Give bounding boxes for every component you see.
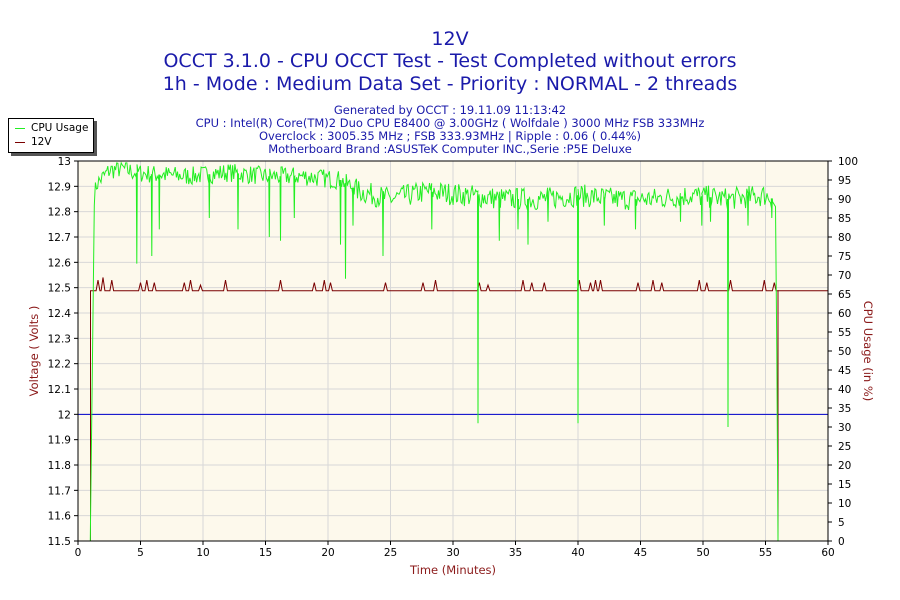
y-left-tick-label: 12.7 — [48, 232, 71, 244]
legend-swatch-12v — [15, 141, 25, 143]
chart-subtitle-mode: 1h - Mode : Medium Data Set - Priority :… — [162, 73, 738, 95]
series-line-12v — [90, 277, 779, 541]
y-right-tick-label: 15 — [838, 479, 851, 491]
x-tick-label: 35 — [509, 547, 522, 559]
info-motherboard: Motherboard Brand :ASUSTeK Computer INC.… — [268, 142, 632, 156]
y-right-tick-label: 65 — [838, 289, 851, 301]
y-right-tick-label: 90 — [838, 194, 851, 206]
x-axis-label: Time (Minutes) — [409, 563, 496, 577]
x-tick-label: 10 — [196, 547, 209, 559]
x-tick-label: 0 — [75, 547, 82, 559]
y-right-tick-label: 45 — [838, 365, 851, 377]
y-right-tick-label: 80 — [838, 232, 851, 244]
series-line-cpu-usage — [89, 161, 779, 542]
y-left-tick-label: 11.5 — [48, 536, 71, 548]
y-right-tick-label: 20 — [838, 460, 851, 472]
y-left-tick-label: 12.4 — [48, 308, 72, 320]
legend-item-12v: 12V — [15, 136, 52, 148]
x-tick-label: 45 — [634, 547, 647, 559]
x-tick-label: 15 — [259, 547, 272, 559]
legend-swatch-cpu — [15, 127, 25, 129]
y-left-tick-label: 11.8 — [48, 460, 71, 472]
legend-item-cpu-usage: CPU Usage — [15, 122, 88, 134]
y-left-axis-label: Voltage ( Volts ) — [27, 306, 41, 397]
info-overclock: Overclock : 3005.35 MHz ; FSB 333.93MHz … — [258, 129, 642, 143]
x-tick-label: 5 — [137, 547, 144, 559]
y-right-tick-label: 95 — [838, 175, 851, 187]
y-right-tick-label: 75 — [838, 251, 851, 263]
y-left-tick-label: 13 — [58, 156, 71, 168]
y-right-tick-label: 55 — [838, 327, 851, 339]
y-right-tick-label: 60 — [838, 308, 851, 320]
chart-legend: CPU Usage 12V — [8, 118, 94, 153]
info-generated: Generated by OCCT : 19.11.09 11:13:42 — [333, 103, 567, 117]
y-right-axis-label: CPU Usage (in %) — [861, 301, 875, 402]
y-right-tick-label: 0 — [838, 536, 845, 548]
y-right-tick-label: 50 — [838, 346, 851, 358]
y-right-tick-label: 25 — [838, 441, 851, 453]
y-right-tick-label: 70 — [838, 270, 851, 282]
y-right-tick-label: 100 — [838, 156, 858, 168]
y-right-tick-label: 35 — [838, 403, 851, 415]
y-right-tick-label: 30 — [838, 422, 851, 434]
y-left-tick-label: 11.7 — [48, 485, 71, 497]
x-tick-label: 30 — [446, 547, 459, 559]
x-tick-label: 50 — [696, 547, 709, 559]
y-right-tick-label: 85 — [838, 213, 851, 225]
chart-title: 12V — [431, 28, 469, 50]
y-left-tick-label: 12.1 — [48, 384, 71, 396]
legend-label-cpu-usage: CPU Usage — [31, 122, 89, 134]
y-left-tick-label: 12.5 — [48, 283, 71, 295]
x-tick-label: 40 — [571, 547, 584, 559]
y-right-tick-label: 5 — [838, 517, 845, 529]
y-left-tick-label: 12.8 — [48, 207, 71, 219]
y-left-tick-label: 11.9 — [48, 435, 71, 447]
y-left-tick-label: 11.6 — [48, 511, 72, 523]
x-tick-label: 55 — [759, 547, 772, 559]
y-left-tick-label: 12.2 — [48, 359, 71, 371]
y-left-tick-label: 12 — [58, 409, 71, 421]
y-right-tick-label: 10 — [838, 498, 851, 510]
x-tick-label: 60 — [821, 547, 834, 559]
y-left-tick-label: 12.3 — [48, 333, 71, 345]
y-left-tick-label: 12.9 — [48, 181, 71, 193]
x-tick-label: 25 — [384, 547, 397, 559]
legend-label-12v: 12V — [31, 136, 52, 148]
x-tick-label: 20 — [321, 547, 334, 559]
info-cpu: CPU : Intel(R) Core(TM)2 Duo CPU E8400 @… — [195, 116, 705, 130]
y-right-tick-label: 40 — [838, 384, 851, 396]
chart-subtitle-test: OCCT 3.1.0 - CPU OCCT Test - Test Comple… — [163, 50, 737, 72]
y-left-tick-label: 12.6 — [48, 257, 72, 269]
